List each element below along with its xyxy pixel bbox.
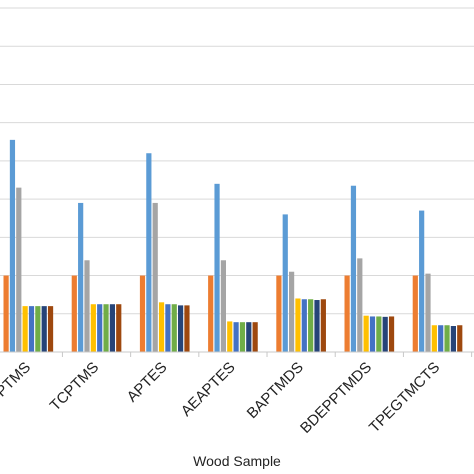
bar [47,306,54,352]
bar [438,325,444,352]
bar [419,210,425,352]
bar [158,302,165,352]
bar [109,304,115,352]
bar [239,322,246,352]
bar [16,187,22,352]
bar [35,306,41,352]
bar [289,271,295,352]
bar [208,275,214,352]
bar [412,275,418,352]
bar [320,299,326,352]
x-axis-tick-label: APTES [124,359,171,406]
bar [28,306,35,352]
bar [220,260,226,352]
bar [246,322,252,352]
bar [363,315,369,352]
bar [308,299,314,352]
bar [146,153,152,352]
bar [314,300,320,352]
bar [388,316,395,352]
bar [9,139,16,352]
bar [116,304,122,352]
bar-series [3,139,463,352]
bar [344,275,350,352]
bar [152,202,158,352]
bar [350,185,357,352]
bar [171,304,177,352]
x-axis-ticks [61,352,473,357]
bar [178,305,184,352]
bar [444,325,450,352]
bar [41,306,47,352]
bar [103,304,109,352]
bar [90,304,96,352]
bar [71,275,77,352]
x-axis-tick-label: AEAPTES [178,359,239,420]
bar [425,273,431,352]
bar [295,298,301,352]
bar [97,304,103,352]
x-axis-tick-label: BAPTMDS [244,359,307,422]
bar [233,322,239,352]
x-axis-tick-label: BDEPPTMDS [297,359,375,437]
bar [184,305,190,352]
bar [282,214,288,352]
bar [376,316,382,352]
x-axis-tick-label: PTMS [0,359,34,400]
bar [139,275,146,352]
bar [357,258,363,352]
bar [431,325,437,352]
bar [450,326,456,352]
bar [457,325,463,352]
bar [165,304,171,352]
bar [84,260,90,352]
bar [276,275,282,352]
bar [301,299,307,352]
bar [3,275,9,352]
bar [78,202,84,352]
x-axis-title: Wood Sample [193,453,281,469]
bar [252,322,258,352]
bar [214,183,220,352]
gridlines [0,7,474,353]
x-axis-tick-label: TCPTMS [47,359,103,415]
x-axis-tick-labels: PTMS TCPTMS APTES AEAPTES BAPTMDSBDEPPTMDSTP… [0,359,443,437]
x-axis-tick-label: TPEGTMCTS [366,359,443,436]
bar [382,316,388,352]
bar [22,306,28,352]
bar [369,316,376,352]
bar [227,321,233,352]
